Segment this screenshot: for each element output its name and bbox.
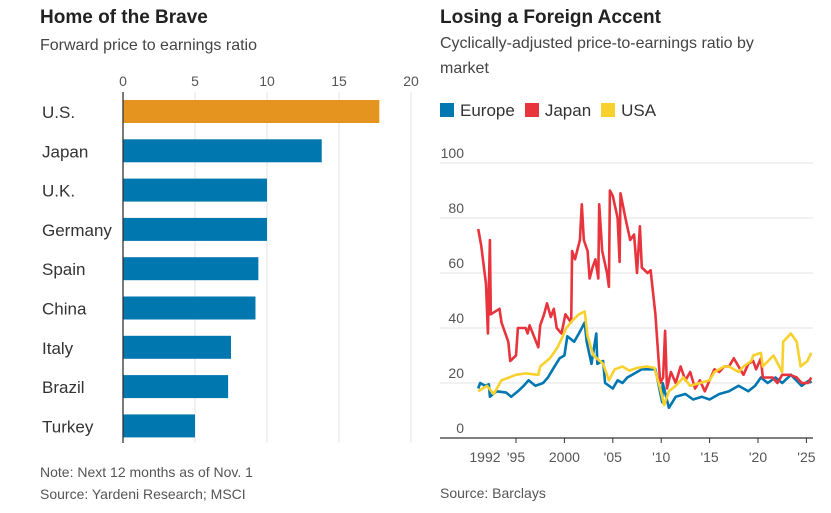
bar-brazil <box>123 375 229 399</box>
x-tick-label: 2000 <box>549 449 580 465</box>
legend-swatch <box>440 103 454 117</box>
x-tick-label: 0 <box>119 73 127 89</box>
left-chart-note: Note: Next 12 months as of Nov. 1 <box>40 464 253 480</box>
y-tick-label: 80 <box>448 200 464 216</box>
category-label: Germany <box>42 221 112 240</box>
category-label: U.K. <box>42 182 75 201</box>
legend-swatch <box>601 103 616 117</box>
bar-japan <box>123 139 322 163</box>
bar-uk <box>123 178 267 202</box>
right-chart-title: Losing a Foreign Accent <box>440 7 661 28</box>
series-line-europe <box>476 321 813 410</box>
left-chart-subtitle: Forward price to earnings ratio <box>40 37 257 54</box>
x-tick-label: '95 <box>507 449 525 465</box>
category-label: U.S. <box>42 103 75 122</box>
y-tick-label: 60 <box>448 255 464 271</box>
category-label: Spain <box>42 260 85 279</box>
left-chart-title: Home of the Brave <box>40 7 208 28</box>
bar-china <box>123 296 256 320</box>
category-label: Brazil <box>42 378 85 397</box>
bar-germany <box>123 217 267 241</box>
legend-item-japan: Japan <box>524 101 592 121</box>
x-tick-label: '25 <box>797 449 815 465</box>
x-tick-label: '20 <box>749 449 767 465</box>
category-label: Italy <box>42 339 74 358</box>
x-tick-label: 15 <box>331 73 347 89</box>
x-tick-label: 10 <box>259 73 275 89</box>
x-tick-label: '15 <box>700 449 718 465</box>
bar-us <box>123 100 380 123</box>
category-label: Japan <box>42 142 88 161</box>
bar-italy <box>123 335 231 359</box>
legend-label: Japan <box>544 101 592 120</box>
y-tick-label: 20 <box>448 365 464 381</box>
x-tick-label: 5 <box>191 73 199 89</box>
category-label: China <box>42 300 87 319</box>
legend-swatch <box>524 103 539 117</box>
x-tick-label: 1992 <box>469 449 500 465</box>
x-tick-label: '10 <box>652 449 670 465</box>
y-tick-label: 0 <box>456 420 464 436</box>
bar-turkey <box>123 414 195 438</box>
right-chart-source: Source: Barclays <box>440 485 546 501</box>
y-tick-label: 100 <box>441 145 465 161</box>
right-chart-subtitle-line1: Cyclically-adjusted price-to-earnings ra… <box>440 35 754 52</box>
x-tick-label: 20 <box>403 73 419 89</box>
bar-spain <box>123 257 259 281</box>
legend-label: Europe <box>460 101 515 120</box>
legend-item-usa: USA <box>601 101 656 121</box>
left-chart-source: Source: Yardeni Research; MSCI <box>40 486 246 502</box>
x-tick-label: '05 <box>604 449 622 465</box>
series-line-usa <box>477 310 813 407</box>
legend: Europe Japan USA <box>440 101 656 121</box>
y-tick-label: 40 <box>448 310 464 326</box>
right-chart-subtitle-line2: market <box>440 60 489 77</box>
legend-label: USA <box>621 101 657 120</box>
legend-item-europe: Europe <box>440 101 515 121</box>
category-label: Turkey <box>42 417 94 436</box>
series-line-japan <box>476 189 813 393</box>
